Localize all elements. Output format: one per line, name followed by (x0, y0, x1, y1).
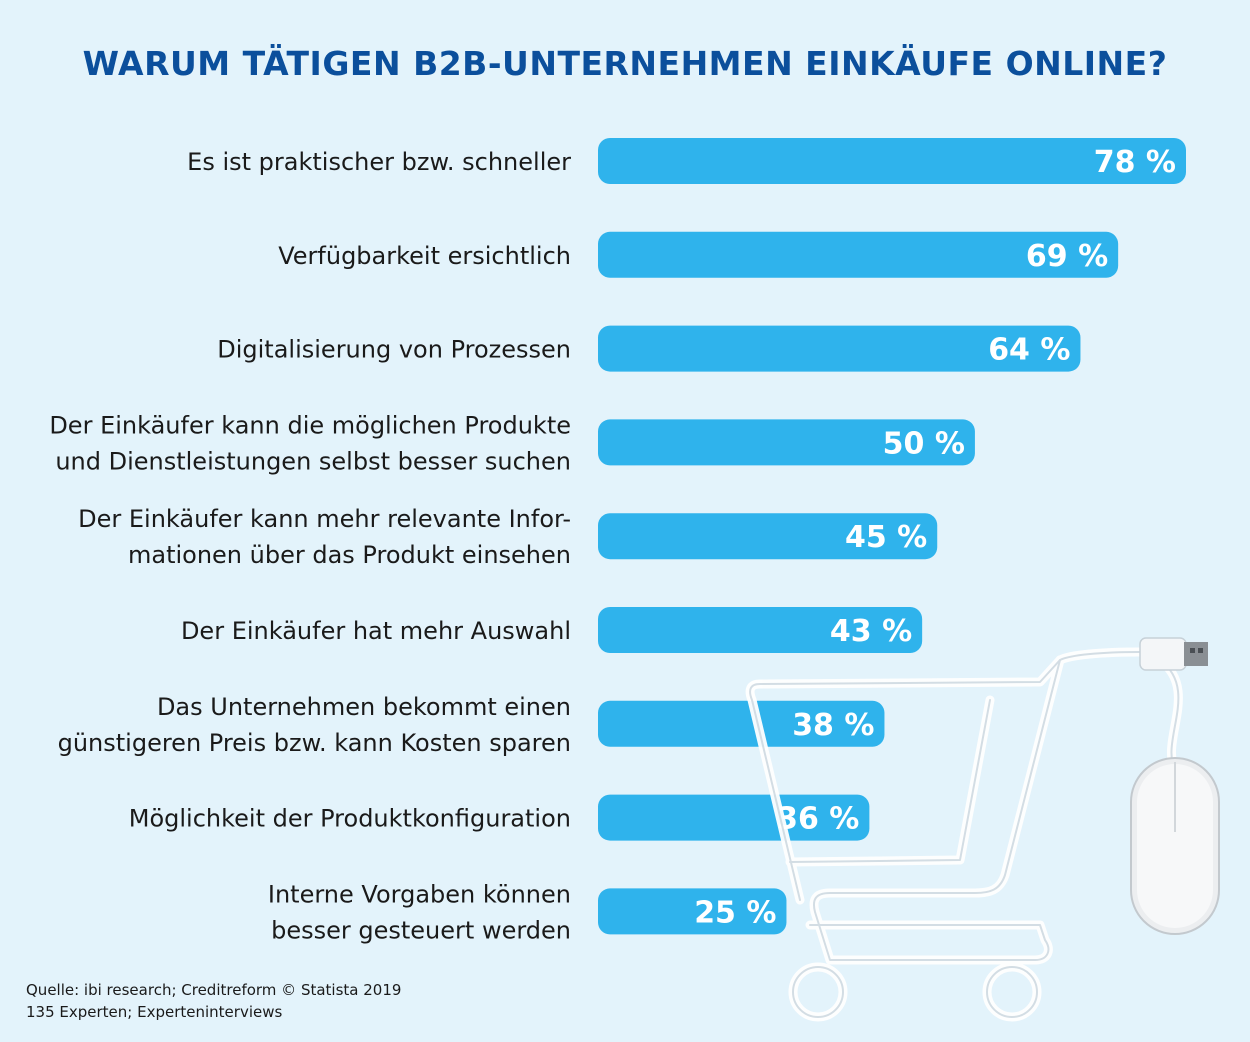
category-label-5-line-1: Der Einkäufer kann mehr relevante Infor- (78, 505, 571, 533)
value-label-9: 25 % (694, 895, 776, 930)
value-label-8: 36 % (777, 802, 859, 837)
value-label-3: 64 % (988, 333, 1070, 368)
bar-2 (598, 231, 1119, 278)
page-title: WARUM TÄTIGEN B2B-UNTERNEHMEN EINKÄUFE O… (82, 44, 1168, 83)
category-label-9-line-1: Interne Vorgaben können (268, 880, 571, 908)
value-label-1: 78 % (1094, 145, 1176, 180)
category-label-5-line-2: mationen über das Produkt einsehen (128, 541, 571, 569)
value-label-2: 69 % (1026, 239, 1108, 274)
category-label-3: Digitalisierung von Prozessen (217, 336, 571, 364)
bar-6 (598, 607, 923, 653)
source-text: Quelle: ibi research; Creditreform © Sta… (26, 981, 402, 999)
category-label-4-line-1: Der Einkäufer kann die möglichen Produkt… (49, 411, 571, 439)
bar-1 (598, 138, 1186, 184)
value-label-4: 50 % (883, 426, 965, 461)
category-label-7-line-2: günstigeren Preis bzw. kann Kosten spare… (58, 729, 571, 757)
value-label-7: 38 % (792, 708, 874, 743)
computer-mouse-icon (1130, 757, 1220, 935)
category-label-2: Verfügbarkeit ersichtlich (278, 242, 571, 270)
bar-7 (598, 700, 885, 747)
category-label-8: Möglichkeit der Produktkonfiguration (129, 805, 571, 833)
source-footer: Quelle: ibi research; Creditreform © Sta… (26, 979, 401, 1023)
bar-3 (598, 325, 1081, 372)
category-label-6: Der Einkäufer hat mehr Auswahl (181, 617, 571, 645)
value-label-6: 43 % (830, 614, 912, 649)
category-label-1: Es ist praktischer bzw. schneller (187, 148, 571, 176)
bar-5 (598, 513, 938, 560)
category-label-4-line-2: und Dienstleistungen selbst besser suche… (55, 447, 571, 475)
bar-8 (598, 794, 870, 841)
sample-text: 135 Experten; Experteninterviews (26, 1003, 283, 1021)
category-label-9-line-2: besser gesteuert werden (271, 916, 571, 944)
bar-4 (598, 419, 975, 466)
bars-layer: 78 % Es ist praktischer bzw. schneller 69 … (49, 138, 1186, 944)
category-label-7-line-1: Das Unternehmen bekommt einen (157, 693, 571, 721)
usb-plug-icon (1139, 637, 1208, 671)
bar-9 (598, 888, 787, 935)
value-label-5: 45 % (845, 520, 927, 555)
